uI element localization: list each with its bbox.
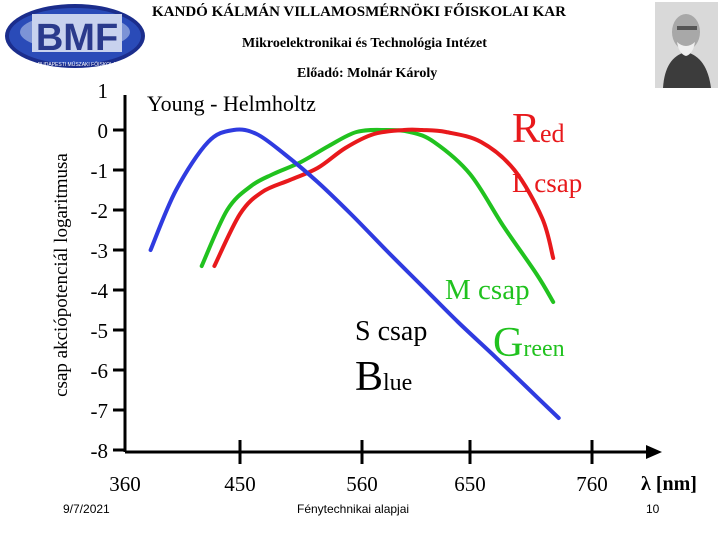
series-line-l-csap bbox=[212, 127, 556, 268]
x-tick-label: 650 bbox=[454, 472, 486, 496]
annotation-m-csap: M csap bbox=[445, 274, 530, 306]
annotation-green-initial: G bbox=[493, 320, 523, 366]
annotation-red-initial: R bbox=[512, 106, 540, 152]
bmf-logo-graphic: BMF BUDAPESTI MŰSZAKI FŐISKOLA bbox=[5, 4, 145, 68]
annotation-s-csap: S csap bbox=[355, 316, 427, 347]
x-axis-arrow-icon bbox=[646, 445, 662, 459]
y-tick-label: -8 bbox=[91, 439, 109, 463]
y-tick-label: -7 bbox=[91, 399, 109, 423]
x-tick-label: 450 bbox=[224, 472, 256, 496]
y-tick-label: 1 bbox=[98, 79, 109, 103]
annotation-red-rest: ed bbox=[540, 119, 565, 148]
annotation-red: Red bbox=[512, 106, 565, 152]
y-tick-label: -1 bbox=[91, 159, 109, 183]
logo-text: BMF bbox=[36, 17, 118, 59]
x-axis-title: λ [nm] bbox=[641, 473, 697, 495]
chart-title: Young - Helmholtz bbox=[147, 91, 316, 116]
footer-date: 9/7/2021 bbox=[63, 502, 110, 516]
institute-subtitle: Mikroelektronikai és Technológia Intézet bbox=[242, 36, 487, 51]
x-tick-label: 560 bbox=[346, 472, 378, 496]
y-tick-label: -2 bbox=[91, 199, 109, 223]
annotation-green-rest: reen bbox=[523, 336, 564, 362]
y-tick-label: -6 bbox=[91, 359, 109, 383]
lecturer-line: Előadó: Molnár Károly bbox=[297, 66, 438, 81]
annotation-green: Green bbox=[493, 320, 565, 366]
portrait-graphic bbox=[655, 2, 718, 88]
annotation-blue-rest: lue bbox=[383, 370, 412, 396]
y-tick-label: -3 bbox=[91, 239, 109, 263]
y-tick-label: 0 bbox=[98, 119, 109, 143]
footer-course: Fénytechnikai alapjai bbox=[297, 502, 410, 516]
series-line-s-csap bbox=[148, 127, 561, 420]
annotation-l-csap: L csap bbox=[512, 168, 582, 198]
bmf-logo: BMF BUDAPESTI MŰSZAKI FŐISKOLA bbox=[2, 2, 148, 74]
x-tick-label: 760 bbox=[576, 472, 608, 496]
y-tick-label: -5 bbox=[91, 319, 109, 343]
institution-title: KANDÓ KÁLMÁN VILLAMOSMÉRNÖKI FŐISKOLAI K… bbox=[152, 4, 566, 20]
portrait-image bbox=[655, 2, 718, 88]
chart-axes bbox=[123, 95, 662, 459]
annotation-blue-initial: B bbox=[355, 354, 383, 400]
x-tick-label: 360 bbox=[109, 472, 141, 496]
logo-subtitle: BUDAPESTI MŰSZAKI FŐISKOLA bbox=[38, 61, 117, 68]
annotation-blue: Blue bbox=[355, 354, 412, 400]
footer-page-number: 10 bbox=[646, 502, 660, 516]
y-tick-label: -4 bbox=[91, 279, 109, 303]
series-line-m-csap bbox=[199, 127, 556, 304]
